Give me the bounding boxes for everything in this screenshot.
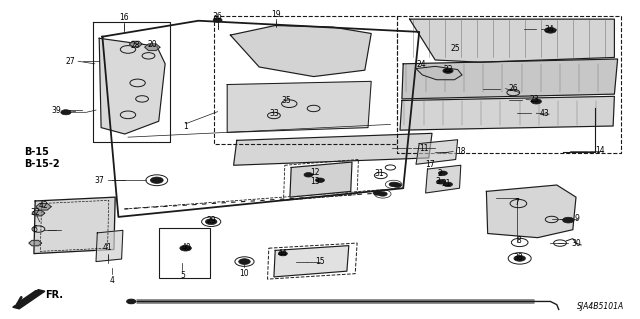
Text: 15: 15 [315, 257, 325, 266]
Text: 17: 17 [425, 160, 435, 169]
Text: 32: 32 [30, 208, 40, 217]
Text: 28: 28 [131, 41, 140, 50]
Text: 29: 29 [206, 216, 216, 225]
Circle shape [373, 191, 382, 195]
Text: 44: 44 [278, 249, 288, 258]
Text: 40: 40 [182, 243, 192, 252]
Text: FR.: FR. [45, 290, 63, 300]
Text: 16: 16 [118, 13, 129, 22]
Text: 8: 8 [516, 236, 521, 245]
Polygon shape [227, 81, 371, 132]
Circle shape [61, 110, 71, 115]
Polygon shape [230, 26, 371, 77]
Circle shape [304, 173, 313, 177]
Circle shape [205, 219, 217, 225]
Text: 42: 42 [38, 201, 49, 210]
Polygon shape [290, 162, 352, 197]
Text: 33: 33 [269, 109, 279, 118]
Text: 13: 13 [310, 177, 320, 186]
Bar [159, 228, 210, 278]
Text: 11: 11 [419, 144, 428, 153]
Polygon shape [416, 140, 458, 164]
Polygon shape [486, 185, 576, 238]
Polygon shape [145, 44, 160, 50]
Text: 27: 27 [65, 57, 76, 66]
Circle shape [514, 256, 525, 261]
Text: 18: 18 [456, 147, 465, 156]
Circle shape [436, 180, 445, 184]
Text: 6: 6 [33, 225, 38, 234]
Text: 7: 7 [515, 198, 520, 207]
Text: 38: 38 [513, 253, 524, 262]
Text: 12: 12 [310, 168, 319, 177]
Text: SJA4B5101A: SJA4B5101A [577, 302, 624, 311]
Polygon shape [234, 133, 432, 165]
Circle shape [316, 178, 324, 182]
Circle shape [392, 183, 401, 187]
Text: 14: 14 [595, 146, 605, 155]
Polygon shape [32, 210, 45, 216]
Text: 21: 21 [442, 179, 451, 188]
Circle shape [378, 192, 387, 196]
Text: 34: 34 [544, 25, 554, 34]
Polygon shape [410, 19, 614, 62]
Text: B-15: B-15 [24, 147, 49, 157]
Text: 19: 19 [271, 10, 282, 19]
Text: 10: 10 [239, 269, 250, 278]
Text: 2: 2 [437, 169, 442, 178]
Circle shape [531, 99, 541, 104]
Circle shape [278, 251, 287, 256]
Polygon shape [416, 66, 462, 80]
Text: 26: 26 [508, 84, 518, 93]
Text: 31: 31 [374, 169, 385, 178]
Circle shape [127, 299, 136, 304]
Polygon shape [129, 41, 142, 47]
Circle shape [443, 68, 453, 73]
Text: 35: 35 [282, 96, 292, 105]
Text: 30: 30 [571, 239, 581, 248]
Polygon shape [426, 165, 461, 193]
Text: 9: 9 [575, 214, 580, 223]
Circle shape [213, 18, 222, 22]
Polygon shape [96, 230, 123, 262]
Text: 41: 41 [102, 243, 113, 252]
Text: 37: 37 [94, 176, 104, 185]
Text: 1: 1 [183, 122, 188, 130]
Circle shape [150, 177, 163, 183]
Polygon shape [400, 96, 614, 130]
Circle shape [389, 182, 398, 187]
Polygon shape [34, 197, 115, 254]
Circle shape [444, 182, 452, 187]
Circle shape [438, 171, 447, 175]
Text: 20: 20 [147, 40, 157, 48]
Text: B-15-2: B-15-2 [24, 159, 60, 169]
Text: 22: 22 [444, 65, 452, 74]
Text: 23: 23 [529, 95, 540, 104]
Circle shape [180, 245, 191, 251]
Text: 43: 43 [539, 109, 549, 118]
Circle shape [563, 217, 574, 223]
Text: 5: 5 [180, 271, 185, 280]
Polygon shape [402, 59, 618, 99]
Polygon shape [29, 240, 42, 246]
Polygon shape [36, 204, 51, 210]
Polygon shape [274, 246, 349, 277]
Text: 39: 39 [51, 106, 61, 115]
Text: 24: 24 [416, 60, 426, 69]
Text: 25: 25 [451, 44, 461, 53]
Circle shape [545, 27, 556, 33]
Text: 36: 36 [212, 12, 223, 21]
Circle shape [239, 259, 250, 264]
Text: 3: 3 [435, 177, 440, 186]
Polygon shape [99, 38, 165, 134]
Polygon shape [13, 290, 45, 309]
Text: 4: 4 [109, 276, 115, 285]
